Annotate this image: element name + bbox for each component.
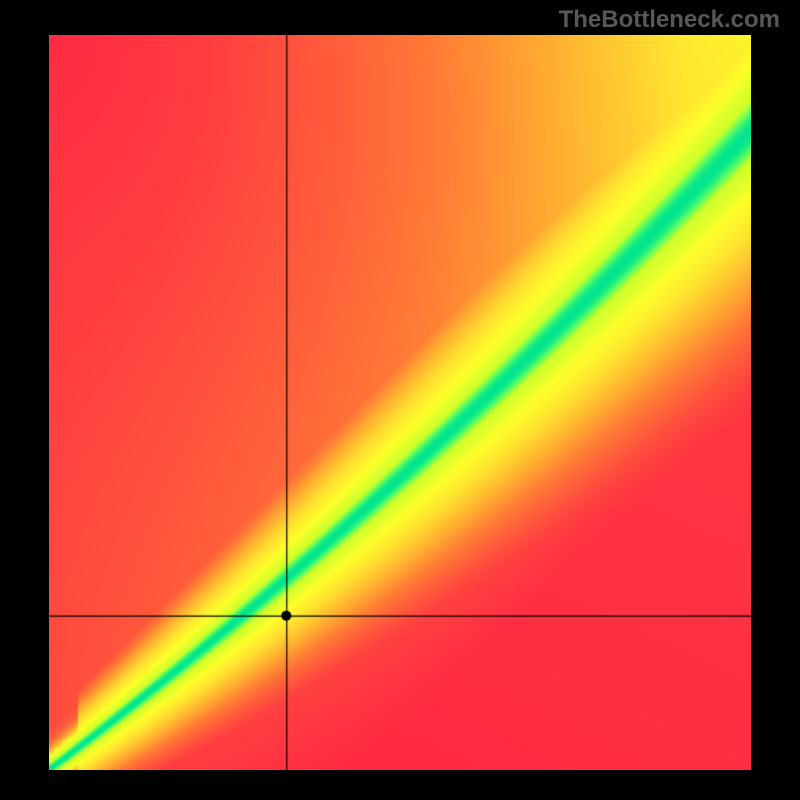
chart-container: TheBottleneck.com	[0, 0, 800, 800]
plot-area	[49, 35, 751, 770]
heatmap-canvas	[49, 35, 751, 770]
watermark-text: TheBottleneck.com	[559, 6, 780, 34]
